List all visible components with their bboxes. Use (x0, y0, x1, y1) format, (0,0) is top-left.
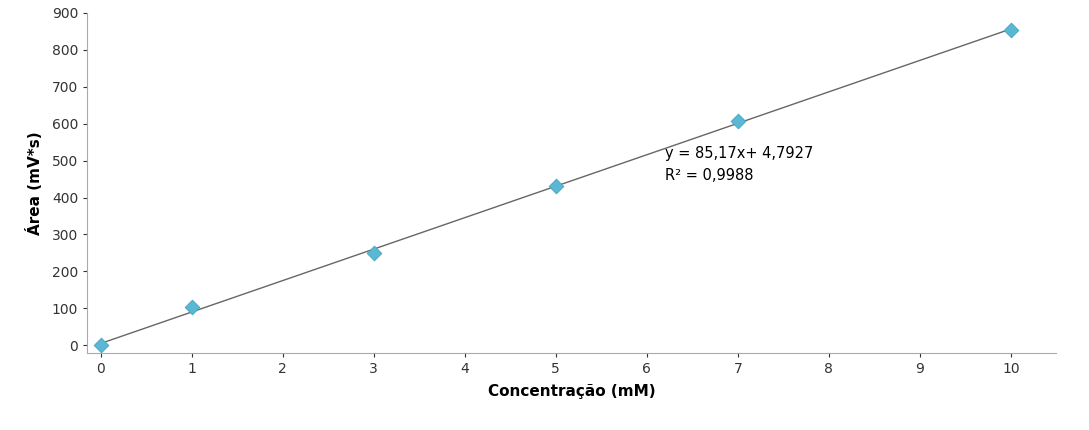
Point (365, 249, 382, 256)
X-axis label: Concentração (mM): Concentração (mM) (488, 384, 656, 399)
Point (93, 342, 110, 349)
Y-axis label: Área (mV*s): Área (mV*s) (26, 131, 44, 234)
Point (547, 183, 564, 190)
Point (730, 118, 747, 125)
Point (1002, 26, 1019, 33)
Point (183, 304, 200, 310)
Text: y = 85,17x+ 4,7927
R² = 0,9988: y = 85,17x+ 4,7927 R² = 0,9988 (665, 146, 813, 183)
